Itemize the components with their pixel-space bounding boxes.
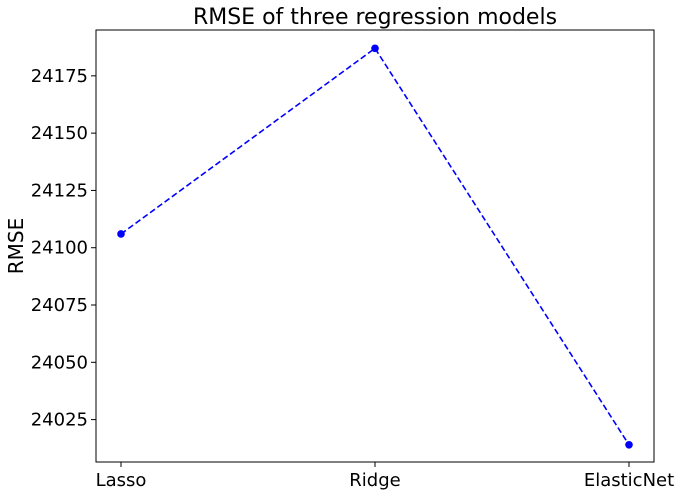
y-axis-label: RMSE — [4, 218, 28, 274]
y-tick-label: 24075 — [31, 295, 88, 316]
data-point-elasticnet — [625, 441, 633, 449]
series-line — [120, 47, 630, 446]
chart-title: RMSE of three regression models — [193, 5, 557, 30]
x-tick-label: Lasso — [96, 470, 147, 491]
y-tick-label: 24175 — [31, 66, 88, 87]
y-tick-label: 24025 — [31, 410, 88, 431]
y-tick-label: 24050 — [31, 352, 88, 373]
x-tick-label: ElasticNet — [584, 470, 674, 491]
x-tick-label: Ridge — [349, 470, 400, 491]
data-point-ridge — [371, 44, 379, 53]
y-tick-label: 24150 — [31, 123, 88, 144]
plot-frame — [95, 29, 655, 463]
x-axis: Lasso Ridge ElasticNet — [96, 462, 674, 491]
y-tick-label: 24100 — [31, 238, 88, 259]
y-axis: 24025 24050 24075 24100 24125 24150 24175 — [31, 66, 96, 431]
data-point-lasso — [117, 230, 125, 238]
plot-series — [117, 44, 633, 449]
y-tick-label: 24125 — [31, 180, 88, 201]
